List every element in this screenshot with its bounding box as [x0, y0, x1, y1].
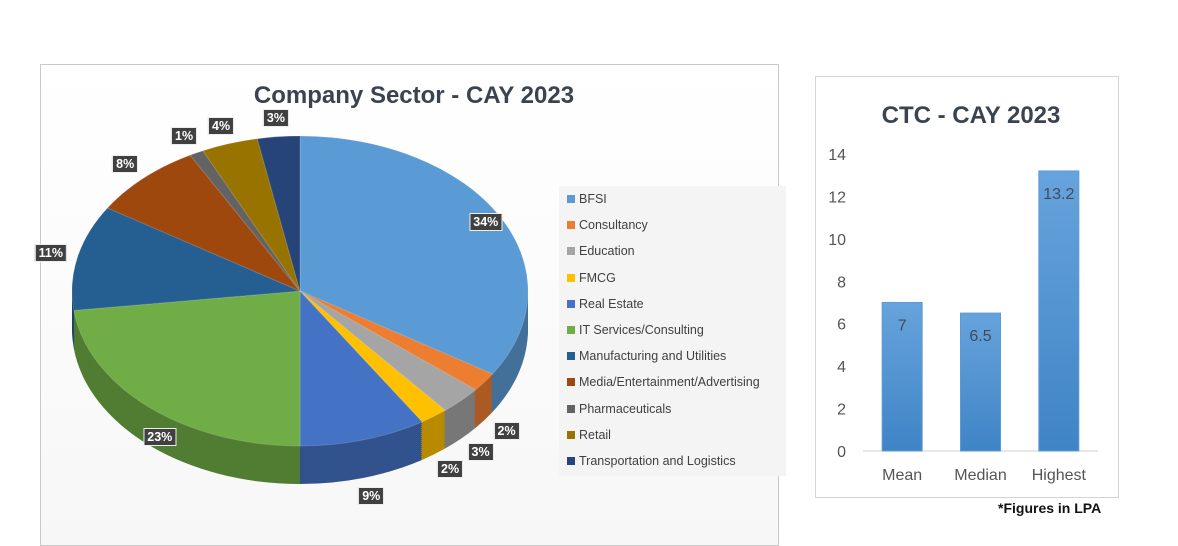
- pie-slice-transportation-and-logistics: [256, 135, 301, 292]
- bar-mean: [881, 302, 923, 452]
- legend-swatch: [567, 247, 575, 256]
- legend-swatch: [567, 404, 575, 413]
- bar-data-label: 13.2: [1043, 186, 1074, 203]
- pie-data-label: 3%: [262, 109, 289, 128]
- legend-item: BFSI: [567, 192, 607, 206]
- pie-data-label: 9%: [358, 486, 385, 505]
- y-tick-label: 6: [837, 317, 846, 334]
- pie-data-label: 2%: [437, 460, 464, 479]
- legend-label: Consultancy: [579, 218, 648, 233]
- pie-data-label: 23%: [143, 428, 177, 447]
- x-tick-label: Median: [954, 467, 1006, 484]
- y-tick-label: 10: [828, 232, 846, 249]
- legend-item: Transportation and Logistics: [567, 454, 736, 468]
- legend-item: Real Estate: [567, 297, 644, 311]
- legend-swatch: [567, 457, 575, 465]
- pie-slice-real-estate: [299, 289, 424, 447]
- bar-median: [960, 312, 1001, 452]
- bar-data-label: 6.5: [969, 328, 991, 345]
- pie-slice-fmcg: [299, 290, 447, 423]
- pie-data-label: 34%: [469, 212, 503, 231]
- legend-item: IT Services/Consulting: [567, 323, 704, 337]
- legend-item: Media/Entertainment/Advertising: [567, 375, 760, 389]
- pie-legend: BFSI Consultancy Education FMCG Real Estate I…: [559, 186, 786, 476]
- legend-swatch: [567, 221, 575, 230]
- legend-item: Consultancy: [567, 218, 648, 232]
- x-tick-label: Mean: [882, 467, 922, 484]
- pie-data-label: 3%: [467, 442, 494, 461]
- bar-chart-panel: CTC - CAY 2023 0 2 4 6 8 10 12 14 7 Mean 6.5 Median…: [815, 76, 1119, 498]
- legend-label: IT Services/Consulting: [579, 323, 704, 337]
- pie-data-label: 4%: [208, 116, 235, 135]
- pie-slice-education: [299, 290, 477, 412]
- legend-label: Pharmaceuticals: [579, 401, 672, 416]
- pie-title: Company Sector - CAY 2023: [254, 82, 574, 109]
- legend-swatch: [567, 195, 575, 203]
- legend-label: Retail: [579, 427, 611, 442]
- pie-slice-pharmaceuticals: [189, 150, 301, 292]
- y-tick-label: 4: [837, 359, 846, 376]
- pie-data-label: 1%: [171, 127, 198, 146]
- pie-slice-manufacturing-and-utilities: [71, 207, 301, 311]
- legend-item: Retail: [567, 428, 611, 442]
- legend-swatch: [567, 352, 575, 361]
- bar-data-label: 7: [898, 318, 907, 335]
- legend-swatch: [567, 378, 575, 387]
- pie-data-label: 8%: [112, 155, 139, 174]
- legend-swatch: [567, 299, 575, 308]
- legend-label: Manufacturing and Utilities: [579, 349, 727, 364]
- legend-label: Media/Entertainment/Advertising: [579, 375, 760, 390]
- legend-item: Pharmaceuticals: [567, 402, 671, 416]
- pie-slice-it-services-consulting: [73, 290, 301, 447]
- legend-label: Education: [579, 244, 635, 259]
- y-tick-label: 12: [828, 189, 846, 206]
- legend-label: Transportation and Logistics: [579, 454, 736, 468]
- legend-label: FMCG: [579, 270, 616, 285]
- y-tick-label: 0: [837, 444, 846, 461]
- x-tick-label: Highest: [1032, 467, 1087, 484]
- legend-item: FMCG: [567, 271, 616, 285]
- pie-chart: Company Sector - CAY 2023: [71, 82, 574, 484]
- pie-slice-consultancy: [299, 290, 494, 391]
- pie-data-label: 2%: [493, 422, 520, 441]
- bar-title: CTC - CAY 2023: [882, 102, 1061, 129]
- legend-label: Real Estate: [579, 296, 644, 311]
- pie-data-label: 11%: [34, 244, 67, 263]
- legend-label: BFSI: [579, 192, 607, 206]
- figures-note: *Figures in LPA: [998, 500, 1102, 516]
- legend-item: Manufacturing and Utilities: [567, 349, 726, 363]
- y-tick-label: 2: [837, 402, 846, 419]
- pie-chart-panel: Company Sector - CAY 2023 BFSI Consultanc…: [34, 64, 786, 546]
- pie-slice-retail: [202, 138, 301, 292]
- legend-swatch: [567, 326, 575, 334]
- bar-chart: CTC - CAY 2023 0 2 4 6 8 10 12 14 7 Mean 6.5 Median…: [828, 102, 1098, 484]
- bar-highest: [1038, 170, 1080, 452]
- legend-swatch: [567, 273, 575, 282]
- y-tick-label: 8: [837, 274, 846, 291]
- legend-swatch: [567, 430, 575, 439]
- pie-slice-media-entertainment-advertising: [106, 154, 301, 292]
- y-tick-label: 14: [828, 147, 846, 164]
- legend-item: Education: [567, 244, 635, 258]
